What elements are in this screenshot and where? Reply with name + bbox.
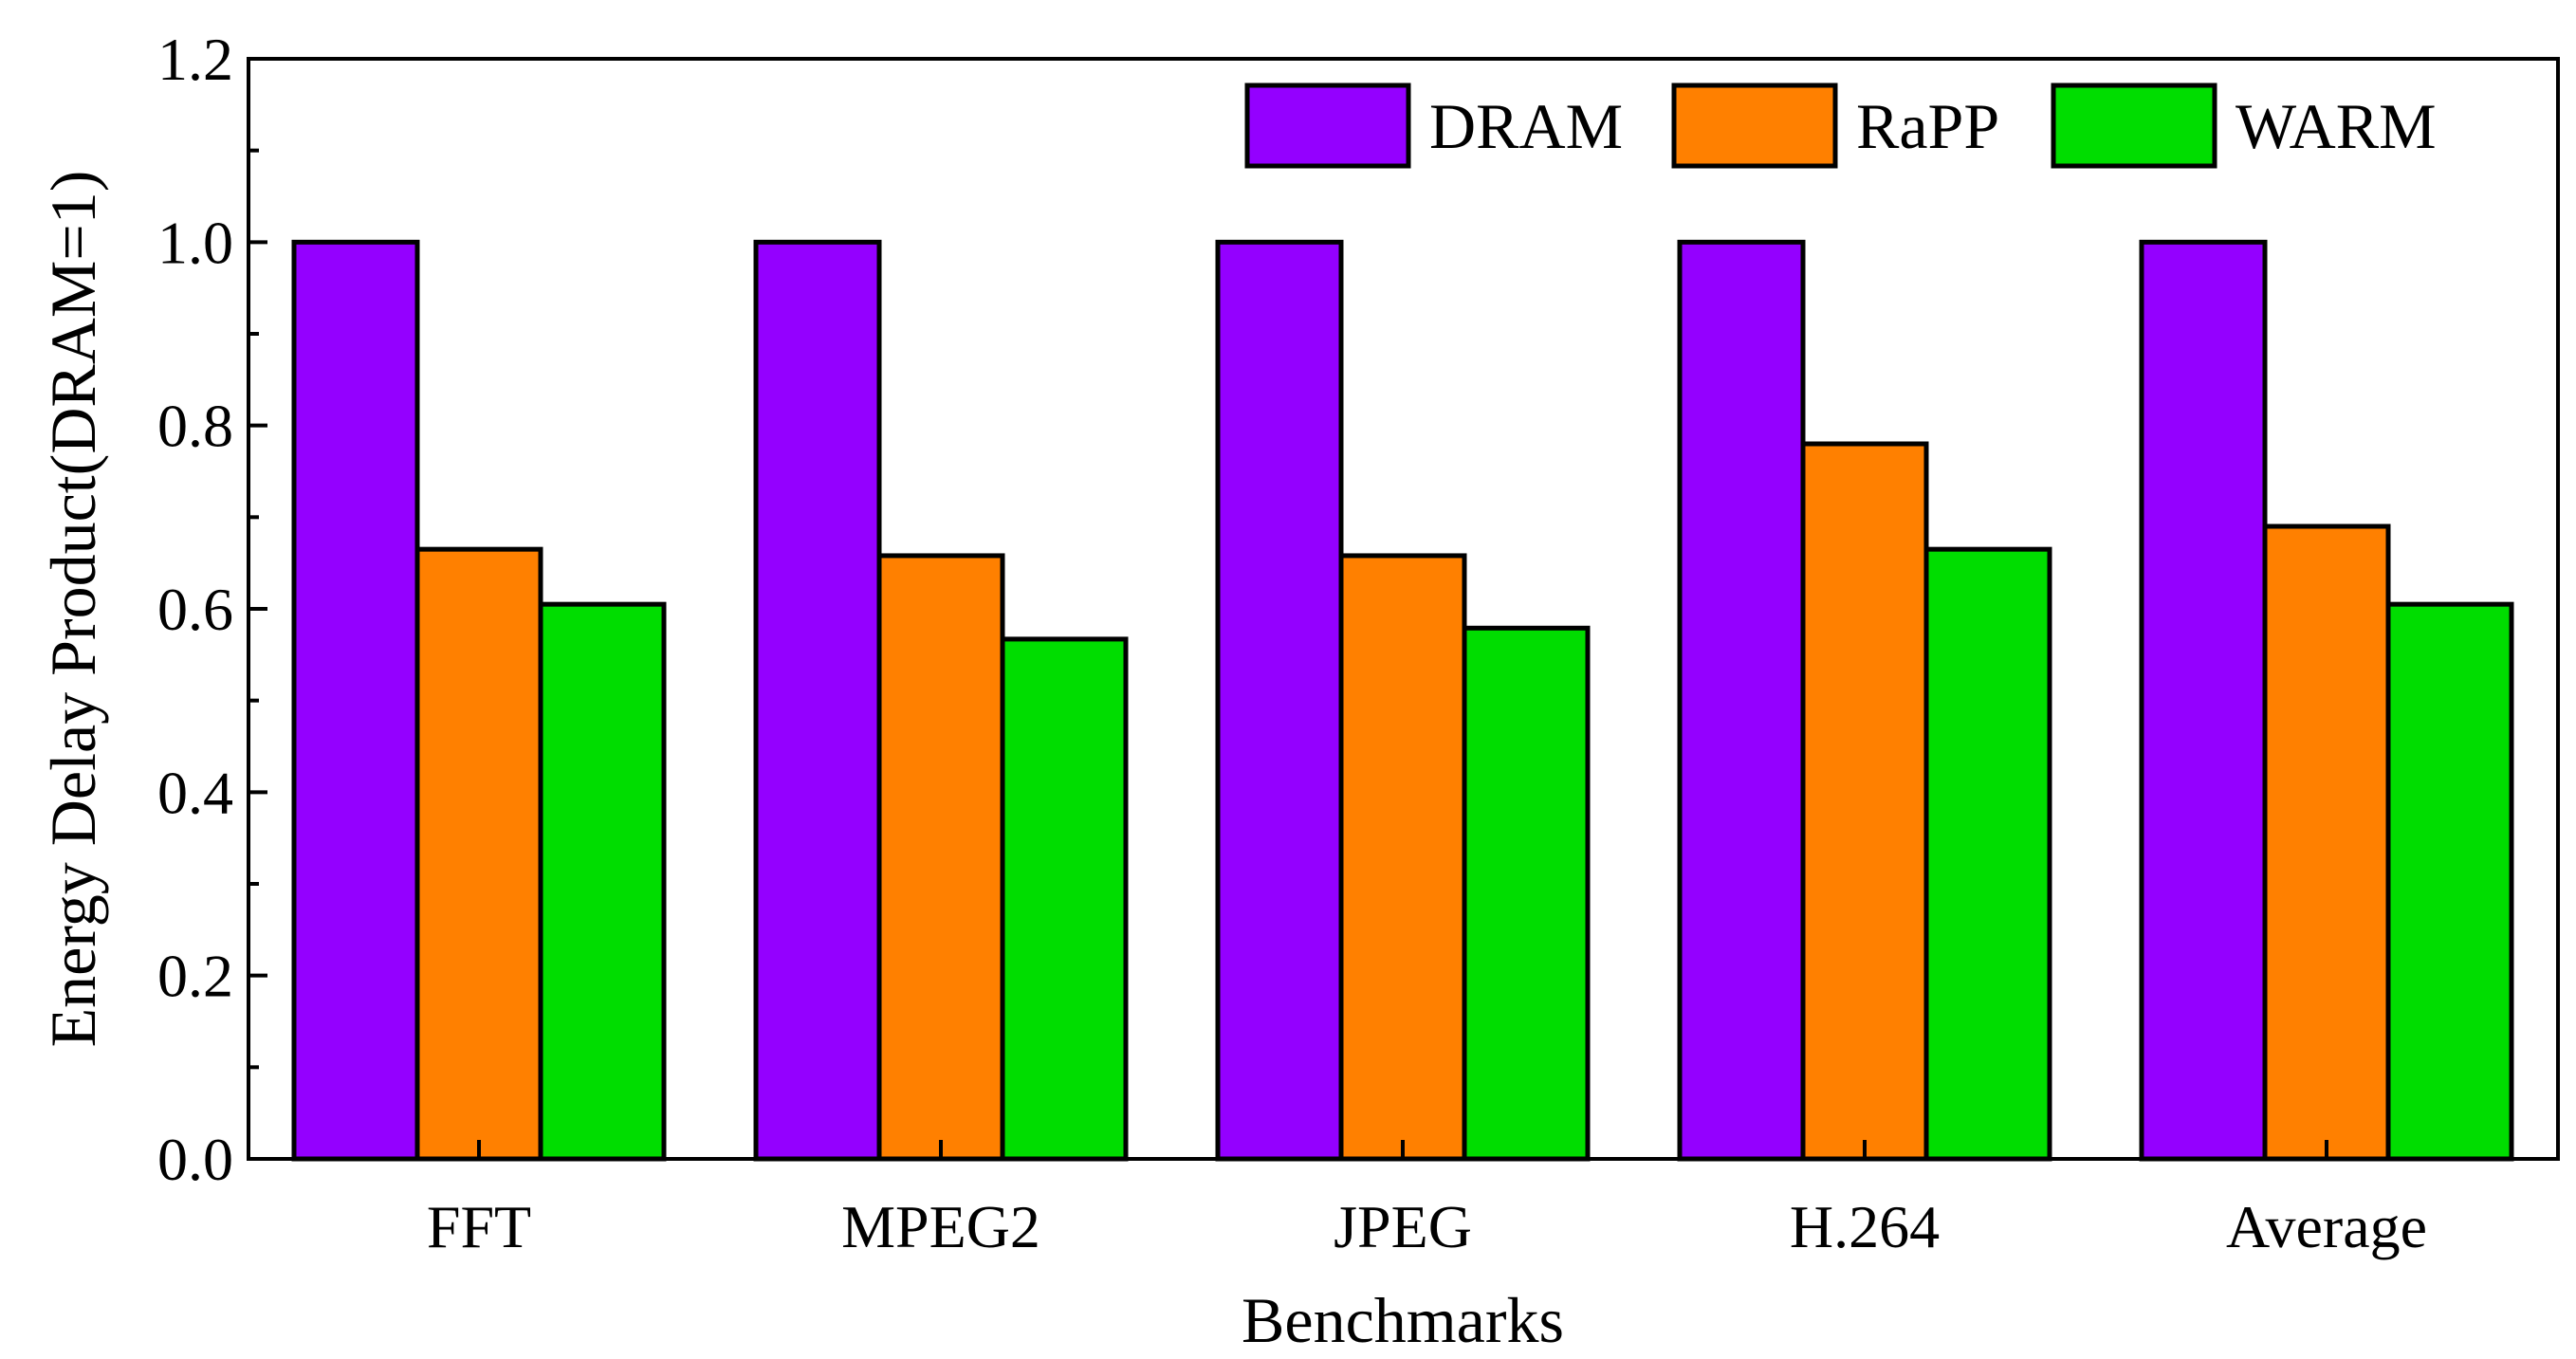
x-axis: FFT MPEG2 JPEG H.264 Average <box>427 1140 2427 1260</box>
y-tick-label: 0.2 <box>157 943 233 1010</box>
bar-dram-average <box>2139 239 2268 1162</box>
bar-rapp-mpeg2 <box>876 553 1005 1162</box>
y-tick-label: 0.8 <box>157 393 233 460</box>
legend-label-dram: DRAM <box>1429 90 1623 162</box>
legend-label-rapp: RaPP <box>1856 90 1999 162</box>
y-tick-label: 0.4 <box>157 759 233 826</box>
x-tick-label: FFT <box>427 1193 531 1260</box>
bar-dram-fft <box>291 239 420 1162</box>
legend: DRAM RaPP WARM <box>1244 83 2437 169</box>
x-tick-label: MPEG2 <box>841 1193 1040 1260</box>
bar-warm-h264 <box>1923 546 2052 1162</box>
bar-warm-fft <box>538 601 667 1162</box>
y-tick-label: 0.6 <box>157 576 233 643</box>
legend-swatch-rapp <box>1671 83 1838 169</box>
y-axis: 0.0 0.2 0.4 0.6 0.8 1.0 1.2 <box>157 26 267 1193</box>
bar-dram-jpeg <box>1215 239 1344 1162</box>
bar-warm-mpeg2 <box>1000 636 1129 1162</box>
x-tick-label: H.264 <box>1790 1193 1940 1260</box>
y-tick-label: 0.0 <box>157 1126 233 1193</box>
x-axis-title: Benchmarks <box>1242 1284 1564 1356</box>
legend-swatch-dram <box>1244 83 1411 169</box>
x-tick-label: JPEG <box>1334 1193 1472 1260</box>
bar-dram-mpeg2 <box>753 239 882 1162</box>
x-tick-label: Average <box>2226 1193 2427 1260</box>
bar-rapp-h264 <box>1800 441 1929 1162</box>
bar-rapp-jpeg <box>1338 553 1467 1162</box>
y-axis-title: Energy Delay Product(DRAM=1) <box>37 171 109 1048</box>
bars-layer <box>291 239 2514 1162</box>
legend-swatch-warm <box>2051 83 2217 169</box>
y-tick-label: 1.0 <box>157 209 233 276</box>
bar-rapp-fft <box>414 546 543 1162</box>
bar-dram-h264 <box>1677 239 1806 1162</box>
bar-warm-average <box>2385 601 2514 1162</box>
bar-warm-jpeg <box>1462 625 1591 1162</box>
bar-rapp-average <box>2262 523 2391 1162</box>
legend-label-warm: WARM <box>2236 90 2437 162</box>
y-tick-label: 1.2 <box>157 26 233 93</box>
